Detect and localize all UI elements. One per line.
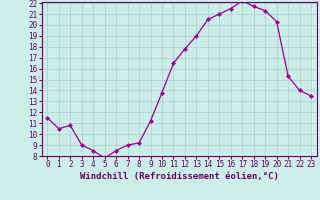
X-axis label: Windchill (Refroidissement éolien,°C): Windchill (Refroidissement éolien,°C) [80,172,279,181]
